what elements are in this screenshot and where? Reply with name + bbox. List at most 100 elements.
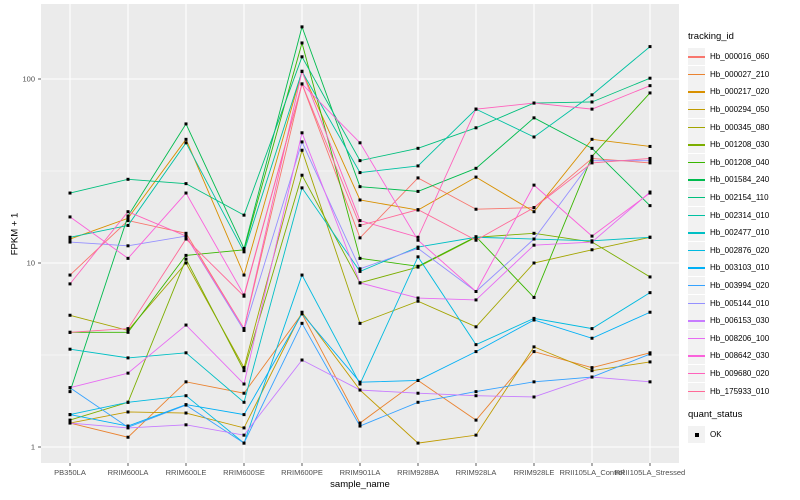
data-point [474, 343, 478, 347]
data-point [126, 426, 130, 430]
data-point [416, 208, 420, 212]
legend-key [688, 364, 705, 382]
data-point [300, 186, 304, 190]
data-point [358, 219, 362, 223]
legend-label: Hb_000217_020 [710, 87, 770, 97]
data-point [358, 236, 362, 240]
legend-item-Hb_175933_010: Hb_175933_010 [688, 382, 798, 400]
legend-label: Hb_006153_030 [710, 316, 770, 326]
data-point [648, 84, 652, 88]
legend-label: Hb_009680_020 [710, 368, 770, 378]
legend-key [688, 224, 705, 242]
legend-label: Hb_005144_010 [710, 298, 770, 308]
legend-label: Hb_000345_080 [710, 122, 770, 132]
data-point [358, 321, 362, 325]
data-point [474, 166, 478, 170]
data-point [184, 261, 188, 265]
data-point [532, 231, 536, 235]
data-point [590, 161, 594, 165]
data-point [648, 380, 652, 384]
data-point [126, 330, 130, 334]
data-point [648, 204, 652, 208]
legend-key [688, 189, 705, 207]
data-point [648, 156, 652, 160]
data-point [184, 380, 188, 384]
legend-item-Hb_000217_020: Hb_000217_020 [688, 83, 798, 101]
data-point [68, 390, 72, 394]
square-point-icon [694, 432, 699, 437]
data-point [416, 189, 420, 193]
data-point [532, 135, 536, 139]
data-point [590, 248, 594, 252]
legend-key [688, 83, 705, 101]
legend-item-Hb_002876_020: Hb_002876_020 [688, 241, 798, 260]
data-point [184, 403, 188, 407]
quant-legend-label: OK [710, 430, 722, 440]
data-point [184, 351, 188, 355]
legend-key [688, 329, 705, 347]
legend-label: Hb_001208_030 [710, 140, 770, 150]
data-point [184, 253, 188, 257]
data-point [474, 175, 478, 179]
x-tick-label: RRIM928LA [456, 468, 497, 477]
line-swatch-icon [688, 126, 705, 129]
legend-item-Hb_002477_010: Hb_002477_010 [688, 224, 798, 242]
x-axis-title: sample_name [330, 479, 390, 490]
data-point [184, 182, 188, 186]
data-point [68, 191, 72, 195]
data-point [532, 295, 536, 299]
line-swatch-icon [688, 197, 705, 199]
y-tick-label: 1 [31, 443, 35, 452]
data-point [590, 336, 594, 340]
data-point [532, 350, 536, 354]
data-point [474, 350, 478, 354]
legend-item-Hb_000027_210: Hb_000027_210 [688, 65, 798, 84]
data-point [590, 107, 594, 111]
legend-item-Hb_003994_020: Hb_003994_020 [688, 277, 798, 295]
line-swatch-icon [688, 355, 705, 357]
data-point [416, 146, 420, 150]
data-point [648, 291, 652, 295]
data-point [416, 176, 420, 180]
data-point [184, 394, 188, 398]
legend-label: Hb_175933_010 [710, 386, 770, 396]
legend-key [688, 118, 705, 136]
legend-label: Hb_000016_060 [710, 52, 770, 62]
data-point [300, 69, 304, 73]
line-swatch-icon [688, 144, 705, 146]
data-point [184, 231, 188, 235]
data-point [300, 41, 304, 45]
data-point [300, 140, 304, 144]
legend-item-Hb_001584_240: Hb_001584_240 [688, 171, 798, 189]
data-point [474, 207, 478, 211]
data-point [416, 391, 420, 395]
legend-item-Hb_003103_010: Hb_003103_010 [688, 259, 798, 277]
data-point [590, 234, 594, 238]
data-point [300, 173, 304, 177]
data-point [184, 234, 188, 238]
line-swatch-icon [688, 73, 705, 76]
legend-item-Hb_001208_040: Hb_001208_040 [688, 153, 798, 172]
data-point [358, 424, 362, 428]
data-point [590, 159, 594, 163]
legend-label: Hb_003994_020 [710, 281, 770, 291]
data-point [416, 441, 420, 445]
data-point [184, 237, 188, 241]
data-point [300, 148, 304, 152]
data-point [68, 413, 72, 417]
line-swatch-icon [688, 249, 705, 252]
data-point [68, 418, 72, 422]
data-point [126, 328, 130, 332]
data-point [532, 345, 536, 349]
data-point [358, 141, 362, 145]
data-point [68, 273, 72, 277]
data-point [532, 261, 536, 265]
data-point [532, 380, 536, 384]
data-point [300, 321, 304, 325]
data-point [358, 198, 362, 202]
data-point [184, 137, 188, 141]
data-point [416, 235, 420, 239]
quant-key [688, 426, 705, 444]
data-point [358, 421, 362, 425]
legend-key [688, 65, 705, 83]
